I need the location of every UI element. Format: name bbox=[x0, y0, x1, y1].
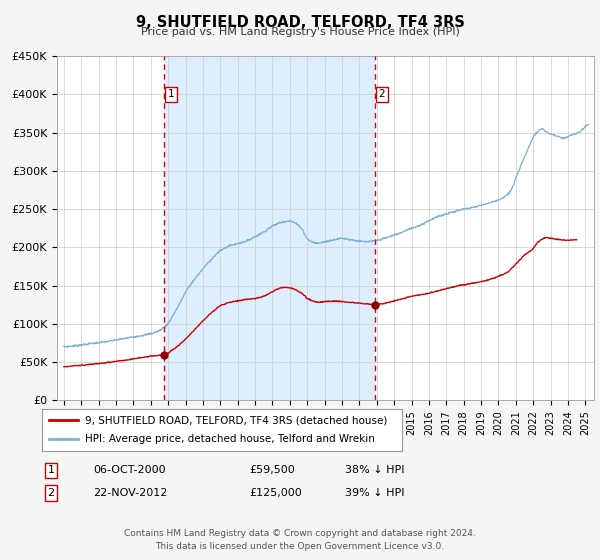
Text: 22-NOV-2012: 22-NOV-2012 bbox=[93, 488, 167, 498]
Text: HPI: Average price, detached house, Telford and Wrekin: HPI: Average price, detached house, Telf… bbox=[85, 435, 375, 445]
Text: This data is licensed under the Open Government Licence v3.0.: This data is licensed under the Open Gov… bbox=[155, 542, 445, 550]
Text: £59,500: £59,500 bbox=[249, 465, 295, 475]
Text: 39% ↓ HPI: 39% ↓ HPI bbox=[345, 488, 404, 498]
Text: 06-OCT-2000: 06-OCT-2000 bbox=[93, 465, 166, 475]
Text: 9, SHUTFIELD ROAD, TELFORD, TF4 3RS (detached house): 9, SHUTFIELD ROAD, TELFORD, TF4 3RS (det… bbox=[85, 415, 388, 425]
Text: 2: 2 bbox=[47, 488, 55, 498]
Bar bbox=[164, 56, 375, 400]
Text: £125,000: £125,000 bbox=[249, 488, 302, 498]
Text: 38% ↓ HPI: 38% ↓ HPI bbox=[345, 465, 404, 475]
Text: 1: 1 bbox=[168, 89, 175, 99]
Text: Price paid vs. HM Land Registry's House Price Index (HPI): Price paid vs. HM Land Registry's House … bbox=[140, 27, 460, 37]
Text: 1: 1 bbox=[47, 465, 55, 475]
Text: 2: 2 bbox=[379, 89, 385, 99]
Text: 9, SHUTFIELD ROAD, TELFORD, TF4 3RS: 9, SHUTFIELD ROAD, TELFORD, TF4 3RS bbox=[136, 15, 464, 30]
Text: Contains HM Land Registry data © Crown copyright and database right 2024.: Contains HM Land Registry data © Crown c… bbox=[124, 529, 476, 538]
